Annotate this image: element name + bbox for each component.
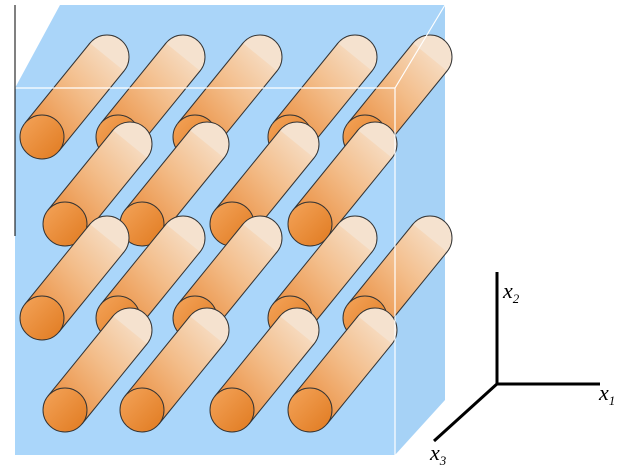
fiber-edge (248, 343, 315, 425)
fiber-edge (24, 223, 91, 305)
fiber-edge (177, 223, 244, 305)
fiber-edge (177, 42, 244, 124)
cube-edges (15, 4, 446, 455)
fiber-edge (100, 42, 167, 124)
fiber-edge (100, 223, 167, 305)
fiber-edge (58, 70, 125, 152)
fiber-end (287, 387, 333, 433)
fiber-edge (47, 315, 114, 397)
axis-label-x1: x1 (598, 380, 615, 408)
fiber-edge (158, 343, 225, 425)
fiber-edge (58, 251, 125, 333)
axis-label-x2: x2 (502, 278, 520, 306)
fiber-edge (124, 315, 191, 397)
fiber-edge (214, 315, 281, 397)
fiber-edge (292, 129, 359, 211)
axes (432, 272, 600, 443)
fiber-edge (24, 42, 91, 124)
fiber-edge (272, 223, 339, 305)
fiber-end (19, 295, 65, 341)
fiber-edge (47, 129, 114, 211)
fibers (19, 34, 453, 433)
fiber-edge (326, 343, 393, 425)
fiber-edge (347, 223, 414, 305)
fiber-end (119, 387, 165, 433)
fiber-end (42, 387, 88, 433)
axis-x3 (432, 381, 500, 443)
edge (394, 4, 446, 89)
axis-label-x3: x3 (429, 440, 447, 467)
fiber-edge (81, 343, 148, 425)
fiber-edge (272, 42, 339, 124)
fiber-edge (306, 251, 373, 333)
fiber-end (287, 201, 333, 247)
fiber-end (209, 387, 255, 433)
fiber-end (42, 201, 88, 247)
fiber-edge (292, 315, 359, 397)
fiber-edge (124, 129, 191, 211)
fiber-edge (347, 42, 414, 124)
fiber-edge (214, 129, 281, 211)
fiber-end (19, 114, 65, 160)
